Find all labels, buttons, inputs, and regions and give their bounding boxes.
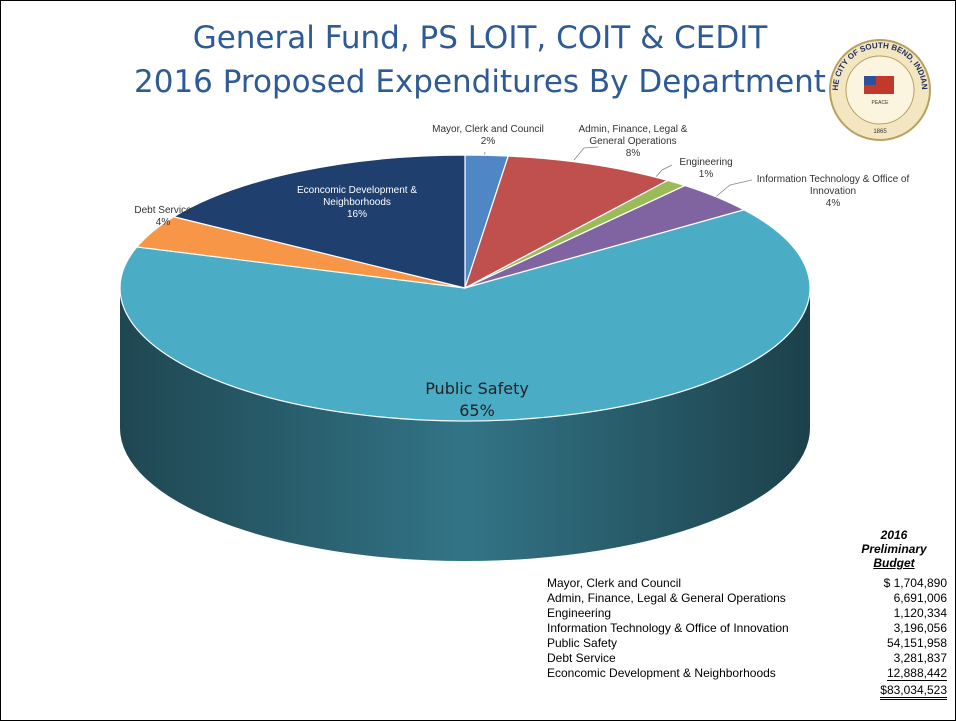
row-value: 3,196,056: [893, 621, 947, 635]
table-row: Information Technology & Office of Innov…: [547, 621, 947, 636]
slice-category: Mayor, Clerk and Council: [432, 124, 544, 135]
table-header: Budget: [873, 556, 915, 570]
slice-value: 8%: [625, 148, 641, 159]
slice-label: Information Technology & Office of Innov…: [733, 174, 933, 210]
slice-value: 4%: [155, 217, 171, 228]
slice-category: Econcomic Development & Neighborhoods: [296, 185, 418, 208]
seal-motto: PEACE: [872, 100, 890, 106]
slice-label: Debt Service 4%: [118, 205, 208, 229]
seal-text: THE CITY OF SOUTH BEND, INDIANA: [0, 0, 929, 91]
slice-label: Econcomic Development & Neighborhoods 16%: [282, 185, 432, 221]
title-line: 2016 Proposed Expenditures By Department: [134, 64, 826, 100]
slice-category: Public Safety: [425, 379, 529, 398]
slice-label: Mayor, Clerk and Council 2%: [403, 124, 573, 148]
seal-flag: [864, 76, 876, 85]
slice-category: Information Technology & Office of Innov…: [756, 174, 910, 197]
slice-label: Admin, Finance, Legal & General Operatio…: [568, 124, 698, 160]
slice-value: 16%: [346, 209, 367, 220]
pie-slice: [172, 154, 466, 289]
slice-category: Debt Service: [134, 205, 192, 216]
title-line: General Fund, PS LOIT, COIT & CEDIT: [192, 20, 768, 56]
row-value: 54,151,958: [886, 636, 947, 650]
table-row: Debt Service 3,281,837: [547, 651, 947, 666]
slice-value: 1%: [698, 169, 714, 180]
pie-slice: [119, 209, 811, 422]
table-row: Engineering 1,120,334: [547, 606, 947, 621]
slice-value: 4%: [825, 198, 841, 209]
seal-year: 1865: [873, 129, 887, 135]
row-value: 12,888,442: [886, 666, 947, 681]
table-total: $83,034,523: [880, 683, 947, 700]
slice-category: Engineering: [679, 157, 733, 168]
seal-text: THE CITY OF SOUTH BEND, INDIANA: [0, 0, 929, 91]
row-name: Mayor, Clerk and Council: [547, 576, 682, 590]
row-name: Econcomic Development & Neighborhoods: [547, 666, 776, 680]
slice-category: Admin, Finance, Legal & General Operatio…: [578, 124, 688, 147]
row-name: Engineering: [547, 606, 612, 620]
table-row: Econcomic Development & Neighborhoods 12,…: [547, 666, 947, 681]
table-header: 2016: [880, 528, 908, 542]
row-value: 3,281,837: [893, 651, 947, 665]
table-total-row: $83,034,523: [547, 683, 947, 700]
slice-label: Engineering 1%: [666, 157, 746, 181]
pie-sides: [120, 288, 810, 561]
row-name: Admin, Finance, Legal & General Operatio…: [547, 591, 786, 605]
slice-label: Public Safety 65%: [377, 378, 577, 422]
table-header: 2016 Preliminary Budget: [844, 528, 944, 570]
row-name: Debt Service: [547, 651, 616, 665]
row-name: Public Safety: [547, 636, 618, 650]
table-header: Preliminary: [861, 542, 927, 556]
city-seal: THE CITY OF SOUTH BEND, INDIANA PEACE 18…: [0, 0, 931, 141]
table-row: Public Safety 54,151,958: [547, 636, 947, 651]
pie-slice: [463, 155, 670, 290]
row-value: $ 1,704,890: [883, 576, 947, 590]
pie-tops: [119, 154, 811, 422]
row-name: Information Technology & Office of Innov…: [547, 621, 789, 635]
slice-value: 2%: [480, 136, 496, 147]
table-row: Mayor, Clerk and Council $ 1,704,890: [547, 576, 947, 591]
table-row: Admin, Finance, Legal & General Operatio…: [547, 591, 947, 606]
row-value: 6,691,006: [893, 591, 947, 605]
side-shading: [120, 288, 810, 561]
row-value: 1,120,334: [893, 606, 947, 620]
slice-value: 65%: [459, 401, 495, 420]
